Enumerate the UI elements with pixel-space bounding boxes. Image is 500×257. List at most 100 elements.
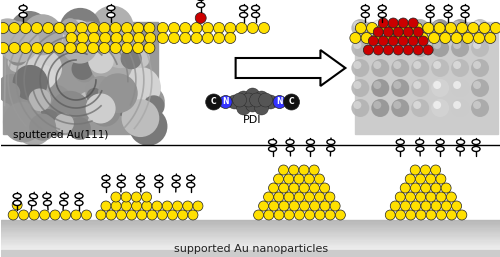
- Circle shape: [471, 79, 489, 97]
- Circle shape: [378, 18, 388, 28]
- Circle shape: [29, 210, 39, 220]
- Circle shape: [453, 81, 461, 89]
- Circle shape: [76, 42, 88, 53]
- Circle shape: [392, 59, 409, 77]
- Circle shape: [452, 201, 462, 211]
- Circle shape: [350, 32, 361, 43]
- Circle shape: [88, 23, 99, 33]
- Circle shape: [258, 201, 268, 211]
- Ellipse shape: [327, 140, 335, 144]
- Circle shape: [423, 45, 433, 55]
- Circle shape: [406, 210, 415, 220]
- Circle shape: [20, 42, 31, 53]
- Ellipse shape: [186, 176, 194, 180]
- Circle shape: [374, 81, 382, 89]
- Circle shape: [15, 108, 52, 146]
- Circle shape: [372, 39, 390, 57]
- Circle shape: [246, 98, 260, 112]
- Circle shape: [372, 32, 384, 43]
- Circle shape: [392, 19, 409, 37]
- Circle shape: [451, 19, 469, 37]
- Circle shape: [0, 21, 40, 62]
- Circle shape: [451, 59, 469, 77]
- Circle shape: [90, 42, 133, 85]
- Circle shape: [162, 201, 172, 211]
- Circle shape: [416, 210, 426, 220]
- Circle shape: [352, 19, 370, 37]
- Circle shape: [107, 71, 148, 112]
- Circle shape: [40, 210, 50, 220]
- Circle shape: [121, 192, 131, 202]
- Circle shape: [131, 49, 150, 68]
- Circle shape: [100, 32, 111, 43]
- Ellipse shape: [396, 146, 404, 151]
- Ellipse shape: [172, 182, 180, 188]
- Ellipse shape: [136, 182, 144, 188]
- Circle shape: [78, 32, 88, 43]
- Circle shape: [457, 210, 467, 220]
- Circle shape: [428, 32, 440, 43]
- Circle shape: [68, 117, 91, 140]
- Text: sputtered Au(111): sputtered Au(111): [14, 130, 108, 140]
- Circle shape: [354, 41, 362, 49]
- Circle shape: [314, 192, 324, 202]
- Circle shape: [431, 201, 441, 211]
- Bar: [1, 232, 500, 233]
- Circle shape: [314, 174, 324, 184]
- Ellipse shape: [306, 140, 314, 144]
- Ellipse shape: [426, 5, 434, 11]
- Ellipse shape: [456, 140, 464, 144]
- Ellipse shape: [186, 182, 194, 188]
- Circle shape: [390, 201, 400, 211]
- Bar: [1, 222, 500, 224]
- Circle shape: [68, 21, 106, 59]
- Circle shape: [102, 32, 139, 68]
- Circle shape: [99, 42, 110, 53]
- Circle shape: [471, 19, 489, 37]
- Circle shape: [421, 201, 431, 211]
- Circle shape: [451, 39, 469, 57]
- Circle shape: [101, 201, 111, 211]
- Circle shape: [453, 101, 461, 109]
- Circle shape: [386, 210, 395, 220]
- Ellipse shape: [19, 5, 27, 11]
- Ellipse shape: [155, 176, 163, 180]
- Circle shape: [269, 201, 279, 211]
- Circle shape: [0, 23, 8, 33]
- Circle shape: [413, 81, 421, 89]
- Circle shape: [86, 76, 116, 107]
- Circle shape: [384, 45, 394, 55]
- Circle shape: [129, 107, 168, 146]
- Bar: [1, 240, 500, 242]
- Text: N: N: [276, 97, 283, 106]
- Circle shape: [433, 21, 441, 29]
- Circle shape: [352, 59, 370, 77]
- Circle shape: [250, 93, 264, 107]
- Circle shape: [320, 183, 330, 193]
- Bar: [1, 230, 500, 231]
- Circle shape: [65, 23, 76, 33]
- Bar: [1, 226, 500, 227]
- Circle shape: [394, 101, 401, 109]
- Circle shape: [395, 32, 406, 43]
- Circle shape: [119, 67, 161, 109]
- Bar: [1, 239, 500, 240]
- Circle shape: [89, 95, 120, 127]
- Circle shape: [254, 91, 268, 105]
- Ellipse shape: [118, 176, 126, 180]
- Circle shape: [372, 99, 390, 117]
- Circle shape: [88, 32, 100, 43]
- Circle shape: [325, 210, 335, 220]
- Bar: [1, 244, 500, 245]
- Circle shape: [433, 101, 441, 109]
- Bar: [1, 252, 500, 254]
- Text: supported Au nanoparticles: supported Au nanoparticles: [174, 244, 328, 254]
- Circle shape: [248, 23, 258, 33]
- Circle shape: [225, 32, 236, 43]
- Circle shape: [120, 48, 142, 69]
- Bar: [1, 249, 500, 250]
- Circle shape: [96, 210, 106, 220]
- Circle shape: [479, 23, 490, 33]
- Circle shape: [354, 101, 362, 109]
- Circle shape: [388, 18, 398, 28]
